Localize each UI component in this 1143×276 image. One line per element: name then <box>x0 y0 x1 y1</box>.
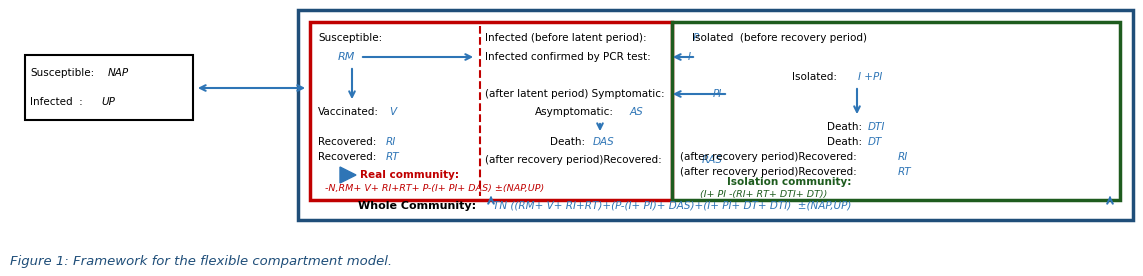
Text: DAS: DAS <box>593 137 615 147</box>
Text: Recovered:: Recovered: <box>318 152 376 162</box>
Text: DT: DT <box>868 137 882 147</box>
Text: Susceptible:: Susceptible: <box>318 33 382 43</box>
Text: Isolation community:: Isolation community: <box>727 177 852 187</box>
Polygon shape <box>339 167 355 183</box>
Text: Figure 1: Framework for the flexible compartment model.: Figure 1: Framework for the flexible com… <box>10 255 392 268</box>
Text: Infected (before latent period):: Infected (before latent period): <box>485 33 647 43</box>
Bar <box>672 22 1120 200</box>
Text: Isolated:: Isolated: <box>792 72 837 82</box>
Text: Death:: Death: <box>828 122 862 132</box>
Text: DTI: DTI <box>868 122 886 132</box>
Text: (after recovery period)Recovered:: (after recovery period)Recovered: <box>485 155 662 165</box>
Text: I: I <box>688 52 692 62</box>
Bar <box>310 22 672 200</box>
Text: PI: PI <box>713 89 722 99</box>
Text: RI: RI <box>386 137 397 147</box>
Text: RAS: RAS <box>702 155 724 165</box>
Text: V: V <box>389 107 397 117</box>
Bar <box>298 10 1133 220</box>
Text: Recovered:: Recovered: <box>318 137 376 147</box>
Text: RT: RT <box>386 152 400 162</box>
Text: RM: RM <box>338 52 355 62</box>
Text: I +PI: I +PI <box>858 72 882 82</box>
Text: AS: AS <box>630 107 644 117</box>
Text: Isolated  (before recovery period): Isolated (before recovery period) <box>692 33 868 43</box>
Text: Vaccinated:: Vaccinated: <box>318 107 379 117</box>
Text: Asymptomatic:: Asymptomatic: <box>535 107 614 117</box>
Text: Infected  :: Infected : <box>30 97 82 107</box>
Text: RI: RI <box>898 152 909 162</box>
Text: RT: RT <box>898 167 912 177</box>
Text: NAP: NAP <box>107 68 129 78</box>
Text: Infected confirmed by PCR test:: Infected confirmed by PCR test: <box>485 52 650 62</box>
Text: UP: UP <box>101 97 115 107</box>
Bar <box>25 55 193 120</box>
Text: Susceptible:: Susceptible: <box>30 68 94 78</box>
Text: P: P <box>693 33 700 43</box>
Text: Real community:: Real community: <box>360 170 459 180</box>
Text: Death:: Death: <box>828 137 862 147</box>
Text: TN ((RM+ V+ RI+RT)+(P-(I+ PI)+ DAS)+(I+ PI+ DT+ DTI)  ±(NAP,UP): TN ((RM+ V+ RI+RT)+(P-(I+ PI)+ DAS)+(I+ … <box>493 201 852 211</box>
Text: (after recovery period)Recovered:: (after recovery period)Recovered: <box>680 152 857 162</box>
Text: (I+ PI -(RI+ RT+ DTI+ DT)): (I+ PI -(RI+ RT+ DTI+ DT)) <box>700 190 828 198</box>
Text: (after latent period) Symptomatic:: (after latent period) Symptomatic: <box>485 89 664 99</box>
Text: -N,RM+ V+ RI+RT+ P-(I+ PI+ DAS) ±(NAP,UP): -N,RM+ V+ RI+RT+ P-(I+ PI+ DAS) ±(NAP,UP… <box>325 184 544 192</box>
Text: Whole Community:: Whole Community: <box>358 201 480 211</box>
Text: (after recovery period)Recovered:: (after recovery period)Recovered: <box>680 167 857 177</box>
Text: Death:: Death: <box>550 137 585 147</box>
